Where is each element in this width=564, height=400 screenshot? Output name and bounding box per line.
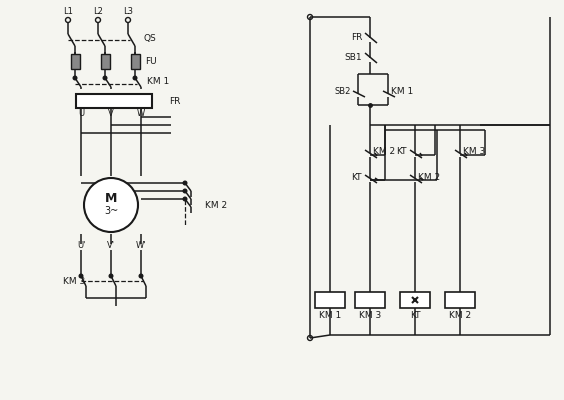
Text: SB2: SB2 [334,88,351,96]
Text: KM 2: KM 2 [449,310,471,320]
Text: 3~: 3~ [104,206,118,216]
Text: U': U' [77,242,85,250]
Text: V': V' [107,242,115,250]
Circle shape [73,76,77,80]
Bar [445,292,475,308]
Circle shape [79,274,83,278]
Text: KM 3: KM 3 [463,148,485,156]
Text: KT: KT [351,172,362,182]
Text: KT: KT [396,148,407,156]
Text: FU: FU [145,57,157,66]
Bar [130,54,139,69]
Circle shape [103,76,107,80]
Text: KM 2: KM 2 [418,172,440,182]
Text: KT: KT [410,310,420,320]
Bar [76,94,152,108]
Circle shape [133,76,137,80]
Text: V: V [108,108,114,118]
Text: KM 3: KM 3 [63,276,85,286]
Text: W': W' [136,242,146,250]
Text: KM 1: KM 1 [147,78,169,86]
Text: QS: QS [144,34,157,42]
Text: U: U [78,108,84,118]
Circle shape [183,197,187,201]
Text: L1: L1 [63,8,73,16]
Text: FR: FR [351,32,362,42]
Circle shape [139,274,143,278]
Circle shape [109,274,113,278]
Text: M: M [105,192,117,204]
Text: KM 3: KM 3 [359,310,381,320]
Text: FR: FR [169,96,180,106]
Text: SB1: SB1 [345,52,362,62]
Bar [400,292,430,308]
Text: L2: L2 [93,8,103,16]
Circle shape [183,189,187,193]
Bar [100,54,109,69]
Text: KM 1: KM 1 [319,310,341,320]
Text: KM 2: KM 2 [373,148,395,156]
Circle shape [84,178,138,232]
Circle shape [183,181,187,185]
Text: KM 2: KM 2 [205,200,227,210]
Text: KM 1: KM 1 [391,88,413,96]
Text: L3: L3 [123,8,133,16]
Bar [70,54,80,69]
Bar [355,292,385,308]
Text: W: W [137,108,145,118]
Bar [315,292,345,308]
